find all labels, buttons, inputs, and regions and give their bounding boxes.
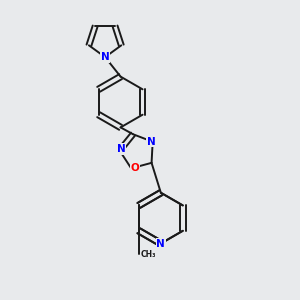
Text: N: N <box>157 238 165 248</box>
Text: N: N <box>101 52 110 62</box>
Text: N: N <box>117 144 126 154</box>
Text: N: N <box>147 137 155 147</box>
Text: CH₃: CH₃ <box>140 250 156 259</box>
Text: O: O <box>130 163 139 173</box>
